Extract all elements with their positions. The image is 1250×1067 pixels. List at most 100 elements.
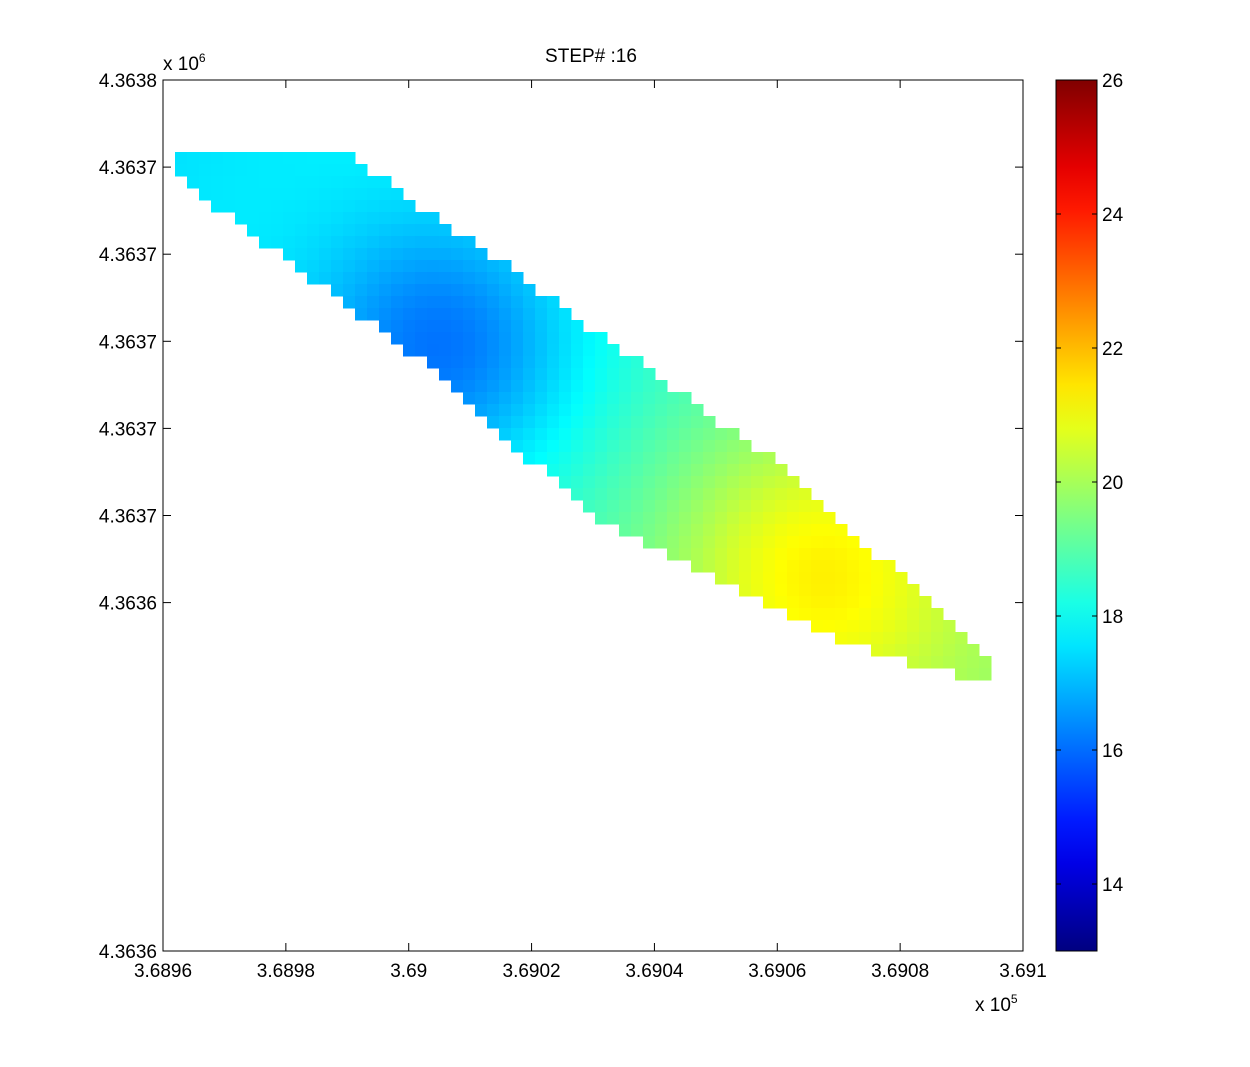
heatmap-cell — [691, 524, 704, 537]
heatmap-cell — [439, 344, 452, 357]
heatmap-cell — [943, 656, 956, 669]
heatmap-cell — [607, 392, 620, 405]
heatmap-cell — [571, 440, 584, 453]
heatmap-cell — [451, 380, 464, 393]
heatmap-cell — [619, 524, 632, 537]
heatmap-cell — [271, 152, 284, 165]
heatmap-cell — [199, 164, 212, 177]
heatmap-cell — [463, 260, 476, 273]
heatmap-cell — [379, 236, 392, 249]
heatmap-cell — [271, 224, 284, 237]
heatmap-cell — [223, 188, 236, 201]
colorbar-tick-label: 22 — [1102, 339, 1123, 360]
heatmap-cell — [211, 188, 224, 201]
heatmap-cell — [667, 428, 680, 441]
heatmap-cell — [775, 512, 788, 525]
heatmap-cell — [655, 476, 668, 489]
y-exponent-base: x 10 — [163, 54, 199, 75]
heatmap-cell — [535, 320, 548, 333]
heatmap-cell — [439, 284, 452, 297]
heatmap-cell — [859, 572, 872, 585]
heatmap-cell — [331, 200, 344, 213]
heatmap-cell — [415, 272, 428, 285]
heatmap-cell — [379, 200, 392, 213]
heatmap-cell — [595, 440, 608, 453]
heatmap-cell — [367, 188, 380, 201]
heatmap-cell — [283, 236, 296, 249]
heatmap-cell — [535, 380, 548, 393]
heatmap-cell — [583, 344, 596, 357]
heatmap-cell — [487, 344, 500, 357]
heatmap-cell — [331, 164, 344, 177]
heatmap-cell — [739, 584, 752, 597]
heatmap-cell — [631, 380, 644, 393]
heatmap-cell — [811, 500, 824, 513]
heatmap-cell — [559, 404, 572, 417]
heatmap-cell — [931, 644, 944, 657]
heatmap-cell — [703, 416, 716, 429]
heatmap-cell — [295, 164, 308, 177]
heatmap-cell — [427, 224, 440, 237]
heatmap-cell — [691, 416, 704, 429]
heatmap-cell — [463, 248, 476, 261]
heatmap-cell — [283, 212, 296, 225]
heatmap-cell — [799, 512, 812, 525]
heatmap-cell — [919, 656, 932, 669]
heatmap-cell — [463, 308, 476, 321]
heatmap-cell — [559, 476, 572, 489]
heatmap-cell — [343, 164, 356, 177]
heatmap-cell — [631, 524, 644, 537]
heatmap-cell — [775, 560, 788, 573]
heatmap-cell — [475, 272, 488, 285]
heatmap-cell — [835, 572, 848, 585]
heatmap-cell — [727, 536, 740, 549]
heatmap-cell — [655, 452, 668, 465]
heatmap-cell — [607, 416, 620, 429]
heatmap-cell — [631, 500, 644, 513]
heatmap-cell — [379, 272, 392, 285]
heatmap-cell — [463, 356, 476, 369]
heatmap-cell — [703, 488, 716, 501]
heatmap-cell — [259, 224, 272, 237]
heatmap-cell — [355, 176, 368, 189]
x-tick-label: 3.69 — [390, 961, 427, 982]
heatmap-cell — [619, 380, 632, 393]
heatmap-cell — [715, 500, 728, 513]
heatmap-cell — [787, 476, 800, 489]
heatmap-cell — [259, 176, 272, 189]
heatmap-cell — [475, 392, 488, 405]
heatmap-cell — [427, 272, 440, 285]
heatmap-cell — [883, 572, 896, 585]
heatmap-cell — [319, 176, 332, 189]
heatmap-cell — [607, 404, 620, 417]
heatmap-cell — [859, 632, 872, 645]
heatmap-cell — [979, 668, 992, 681]
heatmap-cell — [547, 428, 560, 441]
heatmap-cell — [595, 452, 608, 465]
y-tick-label: 4.3637 — [99, 332, 157, 353]
heatmap-cell — [727, 560, 740, 573]
heatmap-cell — [295, 224, 308, 237]
heatmap-cell — [727, 548, 740, 561]
heatmap-cell — [799, 560, 812, 573]
heatmap-cell — [739, 572, 752, 585]
heatmap-cell — [715, 512, 728, 525]
heatmap-cell — [859, 548, 872, 561]
heatmap-cell — [643, 404, 656, 417]
heatmap-cell — [523, 404, 536, 417]
heatmap-cell — [643, 524, 656, 537]
heatmap-cell — [547, 380, 560, 393]
heatmap-cell — [691, 536, 704, 549]
heatmap-cell — [835, 584, 848, 597]
heatmap-cell — [703, 524, 716, 537]
heatmap-cell — [343, 152, 356, 165]
heatmap-cell — [415, 344, 428, 357]
heatmap-cell — [379, 308, 392, 321]
heatmap-cell — [907, 584, 920, 597]
heatmap-cell — [583, 404, 596, 417]
heatmap-cell — [439, 224, 452, 237]
heatmap-cell — [355, 236, 368, 249]
heatmap-cell — [343, 296, 356, 309]
heatmap-cell — [259, 236, 272, 249]
heatmap-cell — [979, 656, 992, 669]
